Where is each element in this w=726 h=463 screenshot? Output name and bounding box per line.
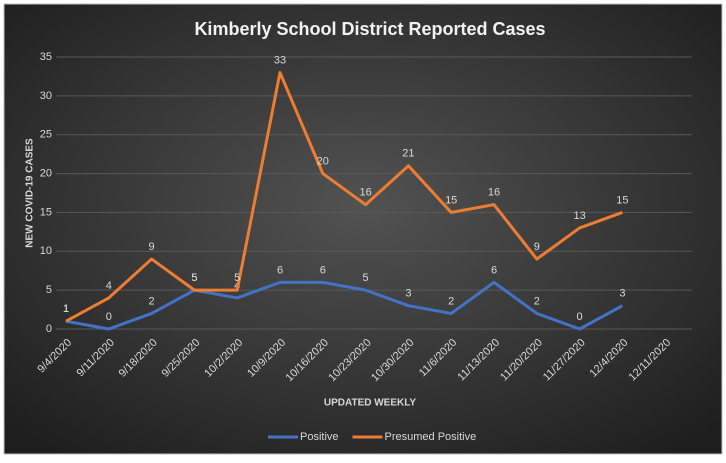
y-tick-label: 5 bbox=[46, 284, 52, 296]
data-label: 13 bbox=[573, 210, 585, 222]
y-tick-label: 25 bbox=[40, 129, 52, 141]
data-label: 15 bbox=[445, 194, 457, 206]
data-label: 6 bbox=[277, 264, 283, 276]
y-tick-label: 35 bbox=[40, 51, 52, 63]
data-label: 6 bbox=[320, 264, 326, 276]
x-axis-label: UPDATED WEEKLY bbox=[324, 398, 417, 409]
data-label: 15 bbox=[616, 194, 628, 206]
y-tick-label: 30 bbox=[40, 90, 52, 102]
data-label: 5 bbox=[234, 272, 240, 284]
y-tick-label: 20 bbox=[40, 167, 52, 179]
series-line bbox=[65, 71, 623, 323]
data-label: 20 bbox=[317, 155, 329, 167]
data-label: 0 bbox=[106, 311, 112, 323]
data-label: 0 bbox=[577, 311, 583, 323]
data-label: 5 bbox=[191, 272, 197, 284]
data-label: 9 bbox=[149, 241, 155, 253]
y-tick-label: 0 bbox=[46, 323, 52, 335]
data-label: 16 bbox=[359, 187, 371, 199]
data-label: 3 bbox=[619, 288, 625, 300]
series-line bbox=[65, 280, 624, 331]
data-label: 33 bbox=[274, 54, 286, 66]
legend-label: Presumed Positive bbox=[385, 431, 477, 443]
y-tick-label: 15 bbox=[40, 206, 52, 218]
data-label: 2 bbox=[149, 295, 155, 307]
data-label: 6 bbox=[491, 264, 497, 276]
data-label: 9 bbox=[534, 241, 540, 253]
data-label: 4 bbox=[106, 280, 112, 292]
chart-background bbox=[3, 3, 723, 455]
data-label: 1 bbox=[63, 303, 69, 315]
chart-title: Kimberly School District Reported Cases bbox=[194, 19, 545, 39]
data-label: 5 bbox=[363, 272, 369, 284]
legend-label: Positive bbox=[300, 431, 339, 443]
y-axis-label: NEW COVID-19 CASES bbox=[25, 138, 36, 248]
data-label: 16 bbox=[488, 187, 500, 199]
data-label: 2 bbox=[534, 295, 540, 307]
data-label: 2 bbox=[448, 295, 454, 307]
data-label: 3 bbox=[405, 288, 411, 300]
data-label: 5 bbox=[191, 272, 197, 284]
data-label: 21 bbox=[402, 148, 414, 160]
data-label: 1 bbox=[63, 303, 69, 315]
y-tick-label: 10 bbox=[40, 245, 52, 257]
